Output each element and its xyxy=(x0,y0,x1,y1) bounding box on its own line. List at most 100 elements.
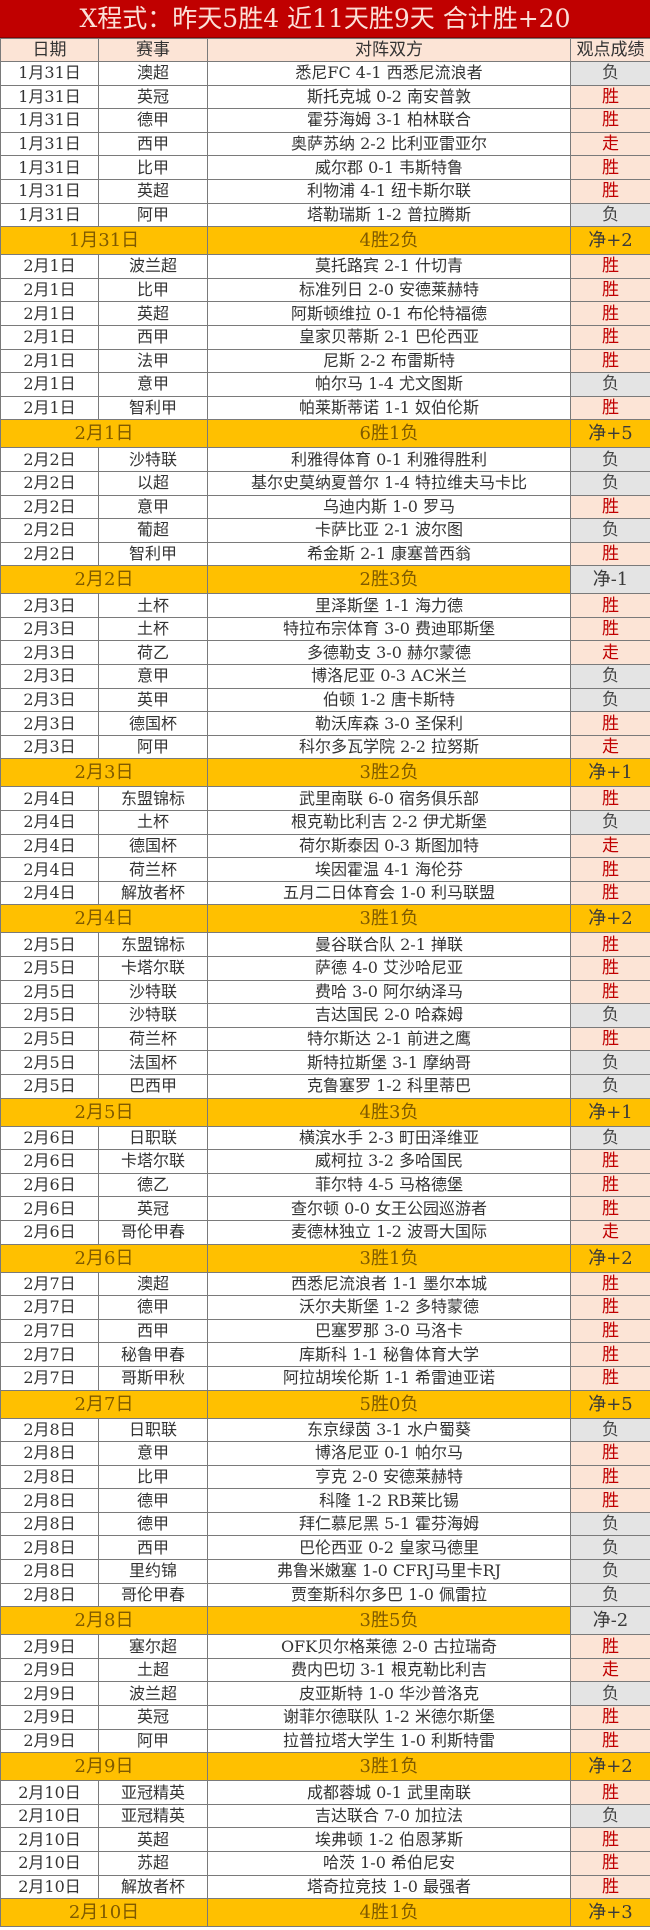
match-cell: 哈茨 1-0 希伯尼安 xyxy=(207,1851,571,1876)
league-cell: 意甲 xyxy=(98,664,208,689)
table-row: 2月9日 波兰超 皮亚斯特 1-0 华沙普洛克负 xyxy=(0,1681,650,1707)
date-cell: 2月4日 xyxy=(0,833,99,859)
table-header-row: 日期 赛事 对阵双方 观点成绩 xyxy=(0,38,650,62)
table-row: 2月3日 意甲 博洛尼亚 0-3 AC米兰负 xyxy=(0,664,650,689)
summary-date: 2月10日 xyxy=(0,1898,208,1928)
match-cell: 利雅得体育 0-1 利雅得胜利 xyxy=(207,447,571,472)
result-cell: 胜 xyxy=(570,1441,650,1466)
table-row: 2月9日 英冠 谢菲尔德联队 1-2 米德尔斯堡胜 xyxy=(0,1705,650,1730)
result-cell: 走 xyxy=(570,1657,650,1683)
page-title: X程式：昨天5胜4 近11天胜9天 合计胜+20 xyxy=(0,0,650,38)
date-cell: 2月8日 xyxy=(0,1582,99,1608)
daily-summary-row: 2月1日 6胜1负 净+5 xyxy=(0,419,650,449)
table-row: 2月8日 德甲 科隆 1-2 RB莱比锡胜 xyxy=(0,1488,650,1513)
result-cell: 负 xyxy=(570,1050,650,1075)
league-cell: 沙特联 xyxy=(98,1003,208,1028)
league-cell: 法甲 xyxy=(98,348,208,374)
match-cell: 博洛尼亚 0-3 AC米兰 xyxy=(207,664,571,689)
table-row: 2月3日 阿甲 科尔多瓦学院 2-2 拉努斯走 xyxy=(0,734,650,760)
summary-record: 6胜1负 xyxy=(207,419,571,449)
result-cell: 走 xyxy=(570,833,650,859)
table-row: 2月7日 西甲 巴塞罗那 3-0 马洛卡胜 xyxy=(0,1318,650,1344)
result-cell: 负 xyxy=(570,1125,650,1151)
date-cell: 2月2日 xyxy=(0,470,99,496)
league-cell: 意甲 xyxy=(98,372,208,397)
daily-summary-row: 2月9日 3胜1负 净+2 xyxy=(0,1752,650,1782)
summary-date: 2月7日 xyxy=(0,1389,208,1419)
match-cell: 奥萨苏纳 2-2 比利亚雷亚尔 xyxy=(207,131,571,157)
summary-date: 2月8日 xyxy=(0,1606,208,1636)
date-cell: 2月1日 xyxy=(0,348,99,374)
header-match: 对阵双方 xyxy=(207,38,571,62)
table-row: 2月2日 意甲 乌迪内斯 1-0 罗马胜 xyxy=(0,494,650,520)
match-cell: 西悉尼流浪者 1-1 墨尔本城 xyxy=(207,1271,571,1297)
table-row: 2月8日 比甲 亨克 2-0 安德莱赫特胜 xyxy=(0,1464,650,1490)
league-cell: 西甲 xyxy=(98,324,208,350)
summary-record: 3胜5负 xyxy=(207,1606,571,1636)
date-cell: 2月3日 xyxy=(0,616,99,642)
result-cell: 胜 xyxy=(570,932,650,957)
date-cell: 2月10日 xyxy=(0,1803,99,1829)
summary-date: 1月31日 xyxy=(0,226,208,256)
summary-record: 3胜1负 xyxy=(207,1752,571,1782)
match-cell: 里泽斯堡 1-1 海力德 xyxy=(207,593,571,618)
table-row: 2月8日 里约锦 弗鲁米嫩塞 1-0 CFRJ马里卡RJ 负 xyxy=(0,1559,650,1584)
table-row: 2月5日 法国杯 斯特拉斯堡 3-1 摩纳哥负 xyxy=(0,1050,650,1075)
league-cell: 波兰超 xyxy=(98,1681,208,1707)
league-cell: 比甲 xyxy=(98,155,208,180)
result-cell: 走 xyxy=(570,640,650,666)
date-cell: 2月8日 xyxy=(0,1488,99,1513)
table-row: 2月9日 阿甲 拉普拉塔大学生 1-0 利斯特雷胜 xyxy=(0,1728,650,1754)
result-cell: 负 xyxy=(570,1511,650,1537)
date-cell: 2月9日 xyxy=(0,1634,99,1659)
league-cell: 西甲 xyxy=(98,1535,208,1561)
date-cell: 2月8日 xyxy=(0,1464,99,1490)
league-cell: 智利甲 xyxy=(98,395,208,421)
date-cell: 1月31日 xyxy=(0,131,99,157)
league-cell: 沙特联 xyxy=(98,447,208,472)
match-cell: 拉普拉塔大学生 1-0 利斯特雷 xyxy=(207,1728,571,1754)
match-cell: 尼斯 2-2 布雷斯特 xyxy=(207,348,571,374)
table-row: 2月7日 澳超 西悉尼流浪者 1-1 墨尔本城胜 xyxy=(0,1271,650,1297)
table-row: 2月3日 德国杯 勒沃库森 3-0 圣保利胜 xyxy=(0,711,650,736)
result-cell: 负 xyxy=(570,1073,650,1099)
league-cell: 比甲 xyxy=(98,277,208,303)
summary-record: 4胜3负 xyxy=(207,1097,571,1127)
match-cell: 沃尔夫斯堡 1-2 多特蒙德 xyxy=(207,1295,571,1320)
match-cell: 斯托克城 0-2 南安普敦 xyxy=(207,84,571,110)
table-row: 2月1日 比甲 标准列日 2-0 安德莱赫特胜 xyxy=(0,277,650,303)
match-cell: 库斯科 1-1 秘鲁体育大学 xyxy=(207,1342,571,1367)
match-cell: 希金斯 2-1 康塞普西翁 xyxy=(207,541,571,567)
table-row: 2月9日 土超 费内巴切 3-1 根克勒比利吉走 xyxy=(0,1657,650,1683)
date-cell: 1月31日 xyxy=(0,84,99,110)
result-cell: 负 xyxy=(570,687,650,713)
league-cell: 智利甲 xyxy=(98,541,208,567)
league-cell: 塞尔超 xyxy=(98,1634,208,1659)
match-cell: 标准列日 2-0 安德莱赫特 xyxy=(207,277,571,303)
result-cell: 负 xyxy=(570,372,650,397)
match-cell: 帕莱斯蒂诺 1-1 奴伯伦斯 xyxy=(207,395,571,421)
daily-summary-row: 1月31日 4胜2负 净+2 xyxy=(0,226,650,256)
league-cell: 土杯 xyxy=(98,810,208,835)
match-cell: 多德勒支 3-0 赫尔蒙德 xyxy=(207,640,571,666)
league-cell: 秘鲁甲春 xyxy=(98,1342,208,1367)
table-row: 2月3日 土杯 特拉布宗体育 3-0 费迪耶斯堡胜 xyxy=(0,616,650,642)
table-row: 2月10日 亚冠精英 吉达联合 7-0 加拉法负 xyxy=(0,1803,650,1829)
summary-net: 净+5 xyxy=(570,1389,650,1419)
table-row: 2月2日 沙特联 利雅得体育 0-1 利雅得胜利负 xyxy=(0,447,650,472)
date-cell: 2月1日 xyxy=(0,277,99,303)
summary-net: 净+2 xyxy=(570,226,650,256)
match-cell: 根克勒比利吉 2-2 伊尤斯堡 xyxy=(207,810,571,835)
result-cell: 负 xyxy=(570,664,650,689)
table-row: 2月9日 塞尔超 OFK贝尔格莱德 2-0 古拉瑞奇胜 xyxy=(0,1634,650,1659)
result-cell: 走 xyxy=(570,734,650,760)
date-cell: 2月1日 xyxy=(0,372,99,397)
summary-net: 净-1 xyxy=(570,565,650,595)
match-cell: 塔勒瑞斯 1-2 普拉腾斯 xyxy=(207,202,571,228)
match-cell: 武里南联 6-0 宿务俱乐部 xyxy=(207,786,571,812)
summary-record: 3胜2负 xyxy=(207,758,571,788)
date-cell: 2月10日 xyxy=(0,1780,99,1805)
match-cell: 卡萨比亚 2-1 波尔图 xyxy=(207,518,571,543)
league-cell: 沙特联 xyxy=(98,979,208,1005)
match-cell: OFK贝尔格莱德 2-0 古拉瑞奇 xyxy=(207,1634,571,1659)
